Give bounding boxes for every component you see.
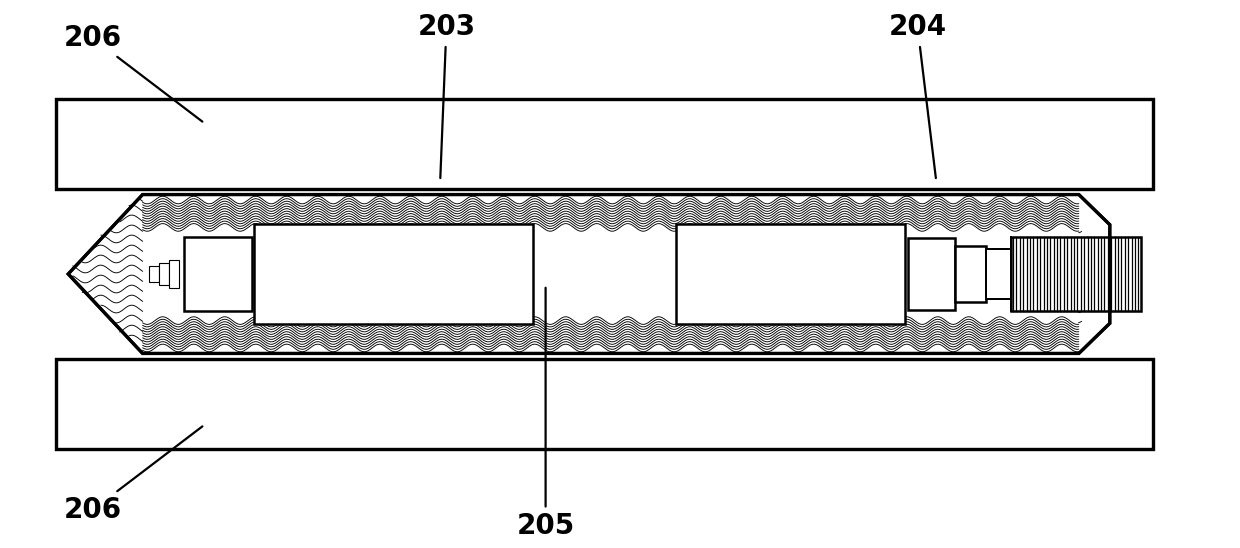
Text: 203: 203: [418, 13, 475, 178]
Bar: [56, 99, 1153, 189]
Text: 206: 206: [64, 24, 202, 122]
Bar: [676, 224, 905, 324]
Polygon shape: [68, 195, 1110, 353]
Bar: [56, 359, 1153, 449]
Text: 206: 206: [64, 426, 202, 524]
Bar: [955, 246, 986, 302]
Bar: [1011, 237, 1141, 311]
Bar: [169, 260, 179, 288]
Bar: [254, 224, 533, 324]
Bar: [149, 266, 159, 282]
Bar: [986, 249, 1011, 299]
Bar: [184, 237, 252, 311]
Bar: [56, 99, 1153, 189]
Bar: [56, 359, 1153, 449]
Bar: [908, 238, 955, 310]
Text: 204: 204: [889, 13, 946, 178]
Text: 205: 205: [517, 288, 574, 540]
Bar: [159, 263, 169, 285]
